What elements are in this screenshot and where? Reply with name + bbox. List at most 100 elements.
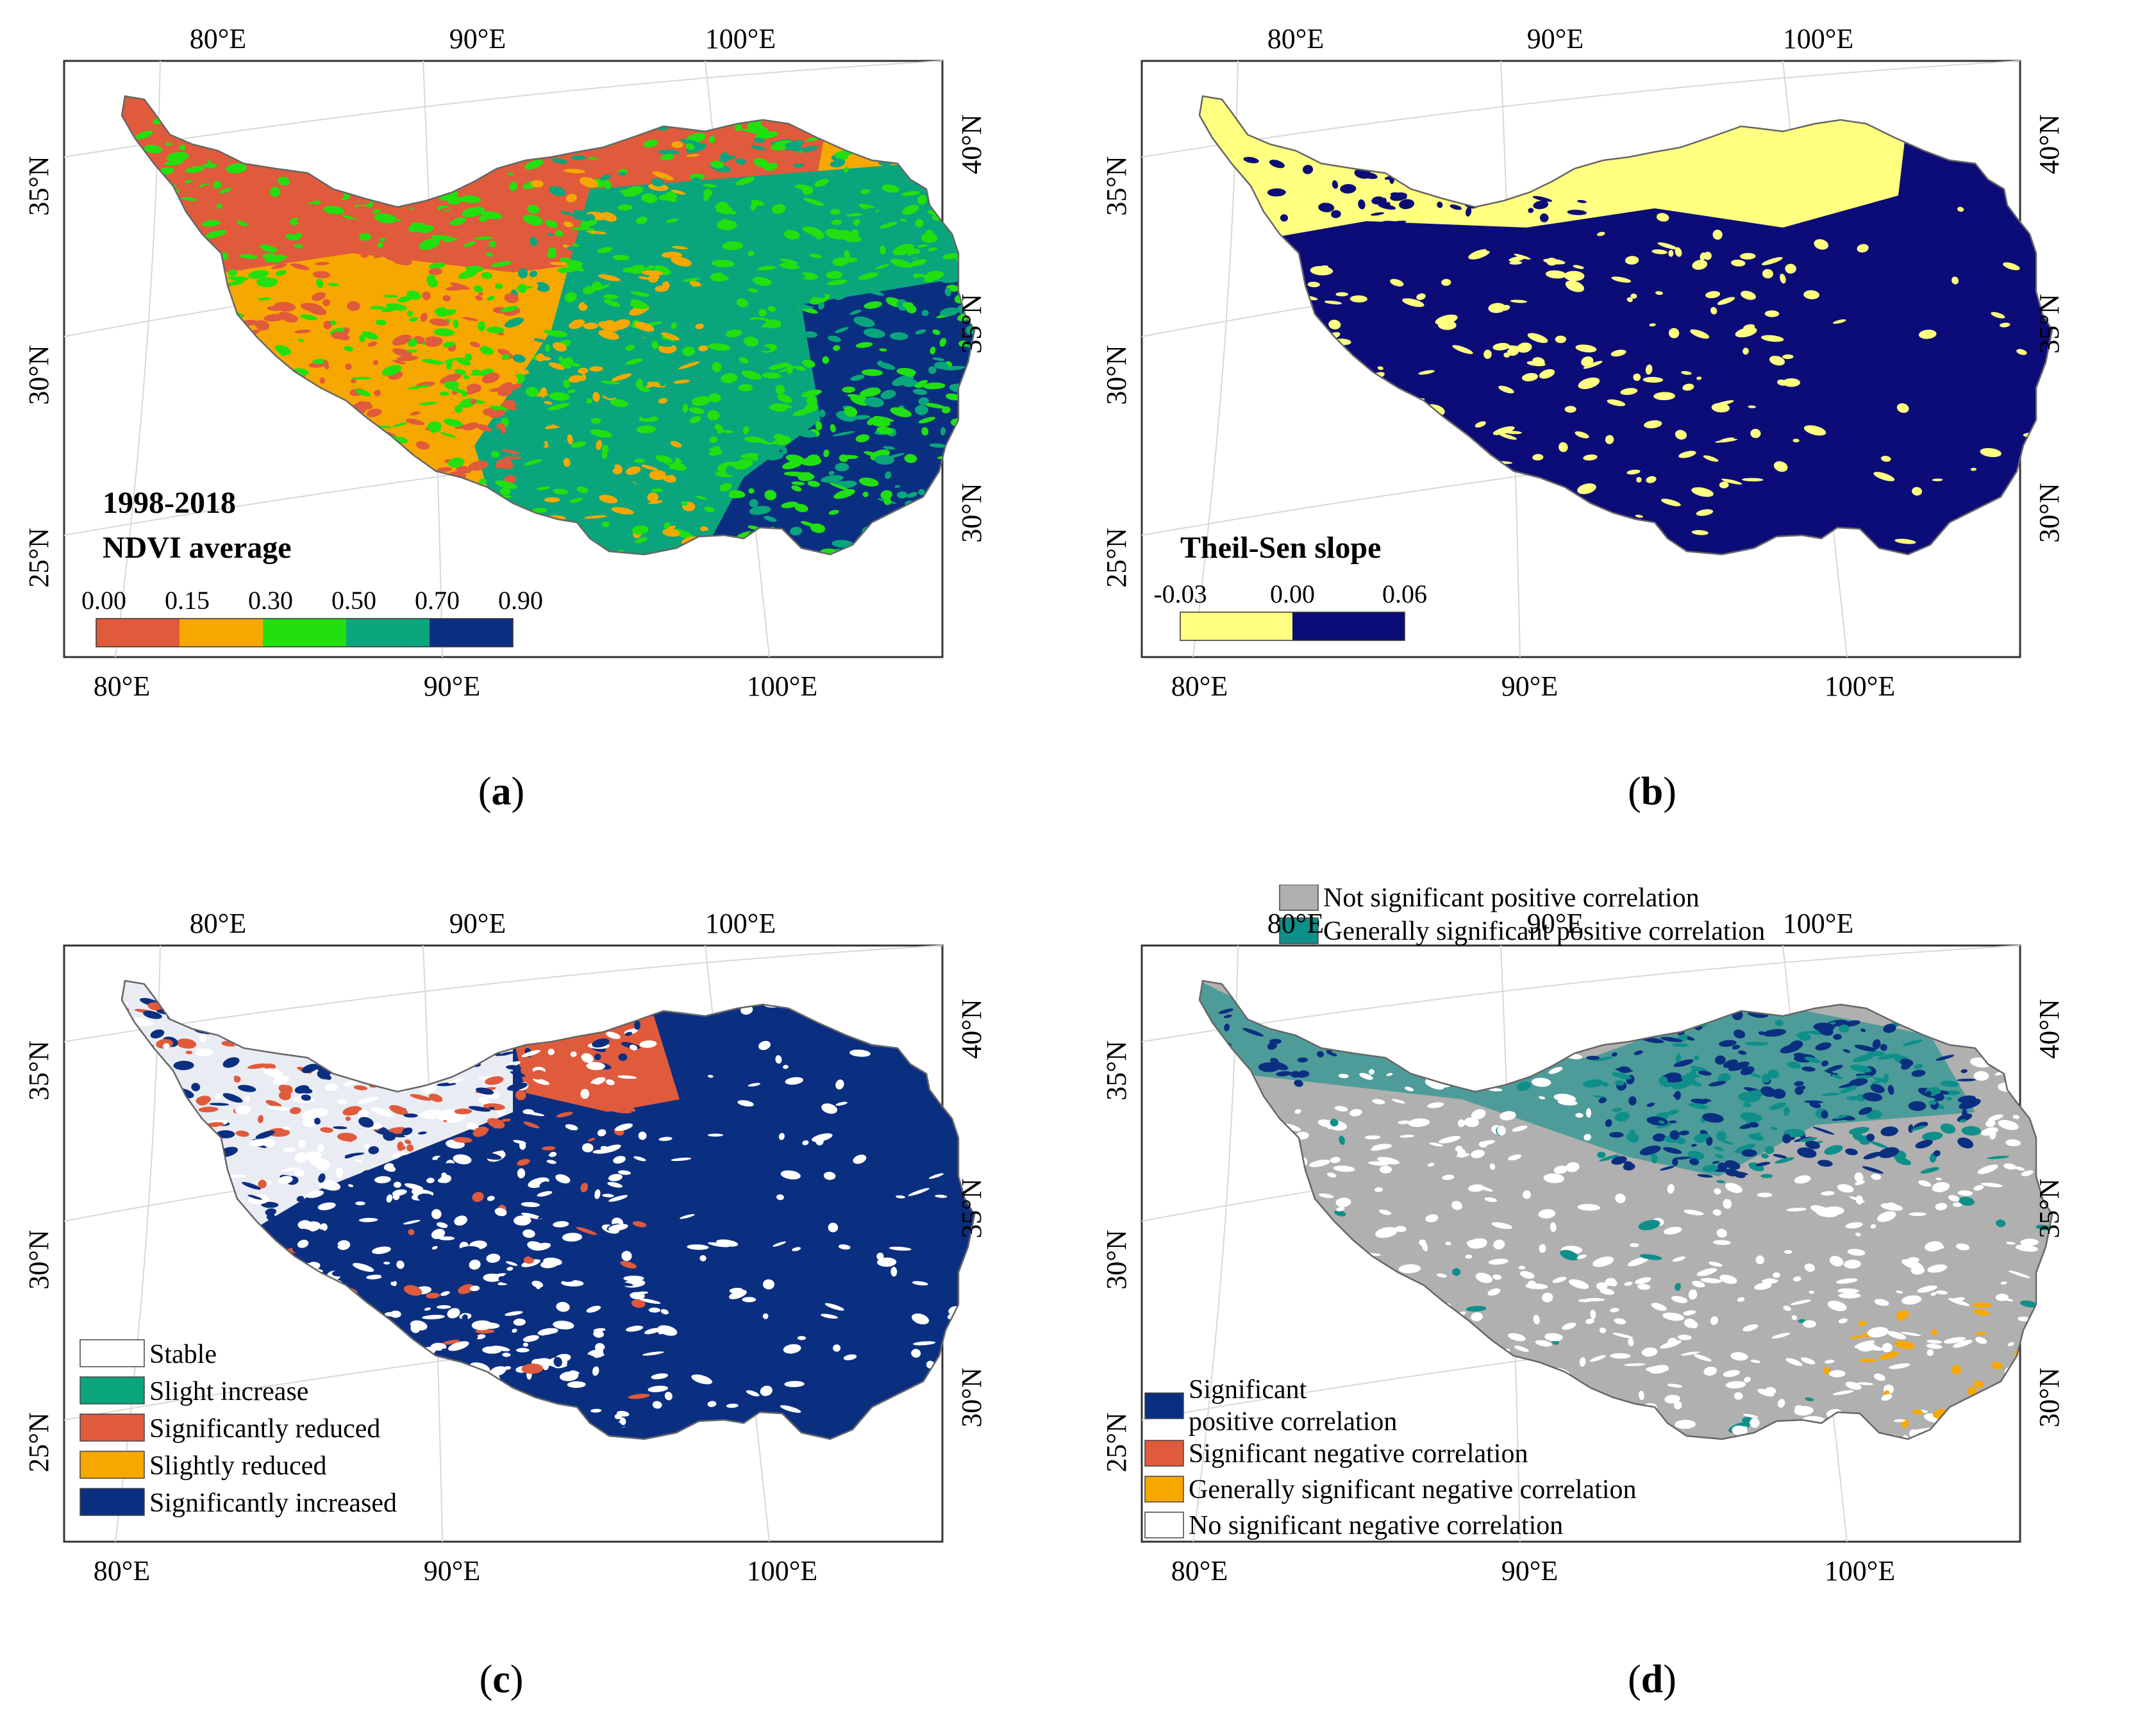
raster-patch (680, 138, 702, 146)
right-lat-label: 35°N (956, 294, 987, 353)
raster-patch (772, 204, 786, 214)
raster-patch (649, 352, 655, 358)
raster-patch (235, 1130, 249, 1137)
raster-patch (510, 1071, 526, 1077)
raster-patch (915, 404, 928, 415)
raster-patch (975, 225, 983, 235)
raster-patch (368, 1146, 380, 1155)
raster-patch (1689, 1158, 1700, 1165)
raster-patch (795, 365, 806, 371)
raster-patch (144, 144, 162, 154)
bottom-lon-label: 90°E (424, 1555, 480, 1587)
raster-patch (316, 278, 324, 288)
raster-patch (2005, 1242, 2016, 1245)
raster-patch (691, 396, 710, 406)
raster-patch (590, 429, 613, 438)
raster-patch (1771, 1088, 1786, 1099)
raster-patch (1843, 1020, 1860, 1027)
raster-patch (930, 346, 936, 354)
raster-patch (396, 355, 419, 362)
raster-patch (1637, 1283, 1651, 1290)
raster-patch (209, 1103, 230, 1106)
raster-patch (1425, 1079, 1444, 1090)
raster-patch (1714, 1055, 1726, 1065)
raster-patch (890, 407, 912, 417)
raster-patch (437, 309, 457, 317)
raster-patch (1854, 1044, 1876, 1052)
raster-patch (1656, 213, 1669, 222)
raster-patch (403, 1220, 421, 1225)
raster-patch (1544, 1333, 1563, 1342)
raster-patch (446, 1112, 466, 1123)
raster-patch (497, 388, 513, 397)
raster-patch (880, 390, 896, 399)
raster-patch (1371, 196, 1385, 204)
raster-patch (664, 461, 687, 471)
raster-patch (641, 464, 658, 471)
raster-patch (1728, 1062, 1750, 1071)
raster-patch (517, 1158, 530, 1166)
raster-patch (707, 1401, 717, 1407)
raster-patch (1790, 1299, 1812, 1305)
raster-patch (1879, 1351, 1899, 1360)
caption-b: (b) (1628, 770, 1676, 813)
raster-patch (467, 1333, 478, 1340)
raster-patch (1758, 1031, 1766, 1035)
raster-patch (1581, 356, 1594, 367)
raster-patch (710, 508, 726, 513)
raster-patch (1624, 1363, 1646, 1366)
raster-patch (923, 382, 946, 390)
raster-patch (608, 1174, 623, 1181)
raster-patch (1750, 428, 1761, 438)
raster-patch (1605, 435, 1614, 444)
raster-patch (816, 266, 822, 276)
raster-patch (940, 427, 946, 436)
raster-patch (489, 1106, 495, 1110)
raster-patch (442, 1339, 460, 1345)
raster-patch (833, 345, 840, 351)
raster-patch (437, 228, 444, 235)
raster-patch (300, 226, 309, 233)
raster-patch (1933, 1150, 1941, 1157)
raster-patch (1852, 1133, 1866, 1142)
raster-patch (1698, 1071, 1712, 1076)
raster-patch (830, 208, 841, 215)
raster-patch (904, 454, 917, 463)
colorbar-label: 0.50 (331, 586, 376, 615)
raster-patch (1646, 1102, 1655, 1107)
raster-patch (631, 525, 649, 535)
raster-patch (1294, 1109, 1301, 1114)
raster-patch (723, 471, 743, 480)
raster-patch (1508, 1154, 1522, 1161)
raster-patch (762, 372, 781, 379)
raster-patch (623, 530, 630, 538)
raster-patch (1667, 1383, 1683, 1388)
raster-patch (648, 273, 660, 283)
raster-patch (1339, 1135, 1345, 1145)
raster-patch (1762, 269, 1773, 279)
raster-patch (374, 1176, 391, 1183)
raster-patch (864, 301, 882, 309)
raster-patch (1660, 1037, 1683, 1042)
raster-patch (1673, 1401, 1682, 1410)
raster-patch (533, 1078, 549, 1085)
raster-patch (377, 242, 383, 248)
raster-patch (478, 215, 489, 222)
raster-patch (1457, 1119, 1466, 1128)
raster-patch (487, 1118, 505, 1129)
raster-patch (1510, 299, 1527, 303)
raster-patch (1362, 172, 1378, 179)
raster-patch (366, 408, 382, 417)
raster-patch (1488, 303, 1506, 313)
raster-patch (1644, 420, 1662, 429)
raster-patch (846, 213, 863, 217)
raster-patch (1957, 1113, 1973, 1122)
raster-patch (839, 454, 858, 460)
raster-patch (1741, 1149, 1757, 1157)
raster-patch (561, 1074, 569, 1083)
raster-patch (601, 212, 617, 222)
raster-patch (832, 431, 855, 437)
raster-patch (475, 1334, 486, 1340)
raster-patch (496, 423, 505, 430)
